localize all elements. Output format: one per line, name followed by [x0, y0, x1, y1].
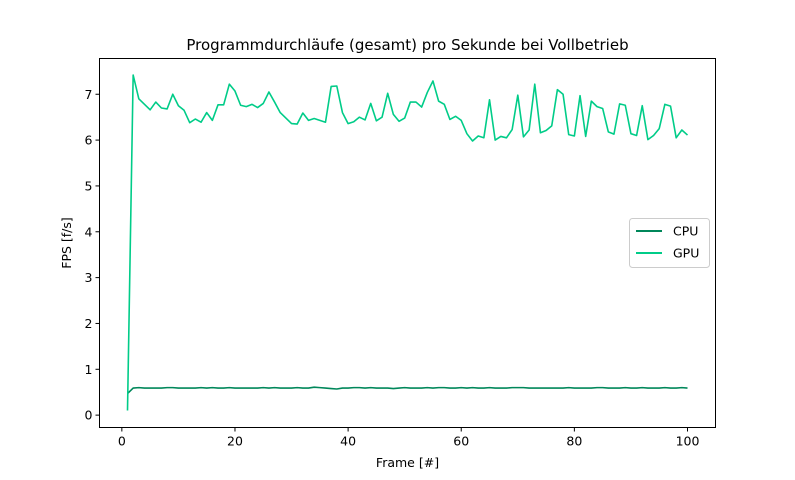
y-tick-label: 6 — [85, 133, 93, 148]
y-tick-label: 7 — [85, 87, 93, 102]
y-axis-label: FPS [f/s] — [59, 217, 74, 269]
x-tick-label: 20 — [227, 434, 243, 449]
x-tick-label: 100 — [676, 434, 700, 449]
legend-label-cpu: CPU — [673, 224, 698, 239]
y-tick-label: 2 — [85, 316, 93, 331]
y-tick-label: 5 — [85, 178, 93, 193]
x-tick-label: 0 — [118, 434, 126, 449]
plot-frame — [99, 58, 716, 428]
y-tick-label: 4 — [85, 224, 93, 239]
x-axis-ticks: 0 20 40 60 80 100 — [118, 427, 700, 449]
y-tick-label: 1 — [85, 362, 93, 377]
x-tick-label: 80 — [566, 434, 582, 449]
y-tick-label: 3 — [85, 270, 93, 285]
legend: CPU GPU — [629, 218, 710, 268]
y-axis-ticks: 0 1 2 3 4 5 6 7 — [85, 87, 100, 423]
x-tick-label: 40 — [340, 434, 356, 449]
legend-label-gpu: GPU — [673, 246, 699, 261]
chart-title: Programmdurchläufe (gesamt) pro Sekunde … — [186, 36, 628, 54]
series-line-cpu — [126, 386, 688, 395]
x-axis-label: Frame [#] — [376, 455, 439, 470]
y-tick-label: 0 — [85, 408, 93, 423]
x-tick-label: 60 — [453, 434, 469, 449]
series-line-gpu — [126, 74, 689, 411]
series-layer — [126, 74, 689, 411]
